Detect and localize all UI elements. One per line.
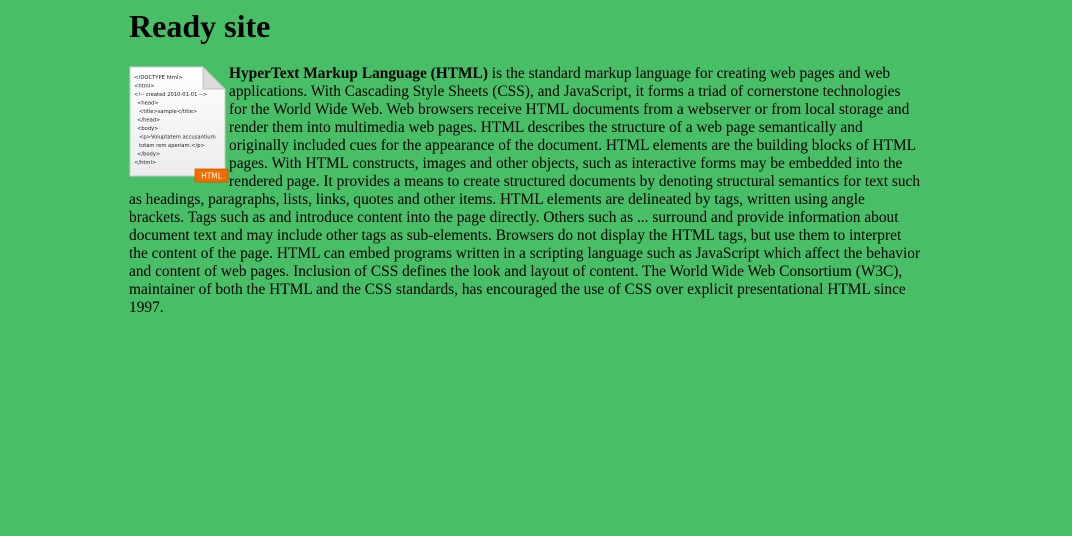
code-line: totam rem aperiam.</p> [139,143,205,149]
code-line: <!-- created 2010-01-01 --> [134,92,207,98]
code-line: <html> [134,84,155,90]
svg-text:<!DOCTYPE html> <htm: <!DOCTYPE html> <html> <!-- created 2010… [134,75,217,166]
html-badge-label: HTML [201,172,223,181]
code-line: <!DOCTYPE html> [134,75,183,81]
code-line: </html> [134,160,156,166]
html-document-icon: <!DOCTYPE html> <html> <!-- created 2010… [129,66,229,184]
article: <!DOCTYPE html> <html> <!-- created 2010… [129,65,921,317]
code-line: <head> [137,101,159,107]
code-line: <p>Voluptatem accusantium [139,135,216,141]
code-line: <body> [137,126,159,132]
article-body: is the standard markup language for crea… [129,65,921,316]
page-content: Ready site <!DOCTYPE html> <html> <!-- c… [129,0,921,317]
code-line: <title>sample</title> [139,109,197,115]
article-term: HyperText Markup Language (HTML) [229,65,488,82]
code-line: </head> [137,118,160,124]
html-badge [194,168,229,183]
page-title: Ready site [129,8,271,44]
code-line: </body> [137,152,160,158]
